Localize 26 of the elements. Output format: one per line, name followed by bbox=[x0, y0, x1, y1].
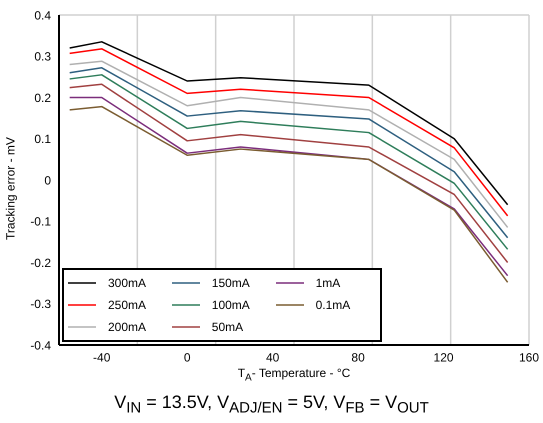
legend-label: 100mA bbox=[212, 298, 250, 312]
y-axis-title: Tracking error - mV bbox=[3, 137, 18, 240]
legend-label: 250mA bbox=[108, 298, 146, 312]
y-tick-label: -0.3 bbox=[30, 297, 52, 312]
x-tick-label: 120 bbox=[434, 350, 454, 365]
legend-label: 1mA bbox=[316, 276, 340, 290]
x-tick-label: 160 bbox=[518, 350, 540, 365]
legend-label: 150mA bbox=[212, 276, 250, 290]
x-axis-title: T$_{A}$- Temperature - °C bbox=[236, 366, 352, 384]
y-tick-label: 0.4 bbox=[34, 8, 52, 22]
y-tick-label: -0.4 bbox=[30, 338, 52, 352]
text: V$_{IN}$ = 13.5V, V$_{ADJ/EN}$ = 5V, V$_{FB}$ = V$_{OUT}$ bbox=[113, 392, 430, 417]
legend-label: 300mA bbox=[108, 276, 146, 290]
x-tick-label: 0 bbox=[184, 350, 191, 365]
x-tick-label: 80 bbox=[351, 350, 366, 365]
legend-label: 0.1mA bbox=[316, 298, 350, 312]
y-tick-label: -0.2 bbox=[30, 256, 52, 270]
y-tick-label: 0.3 bbox=[34, 50, 52, 64]
x-tick-label: 40 bbox=[266, 350, 280, 365]
y-tick-label: 0.1 bbox=[34, 132, 52, 146]
legend-label: 200mA bbox=[108, 320, 146, 334]
legend-label: 50mA bbox=[212, 320, 244, 334]
y-tick-label: 0 bbox=[44, 173, 52, 188]
x-tick-label: -40 bbox=[93, 350, 111, 365]
y-tick-label: -0.1 bbox=[30, 214, 52, 229]
y-tick-label: 0.2 bbox=[34, 90, 52, 105]
